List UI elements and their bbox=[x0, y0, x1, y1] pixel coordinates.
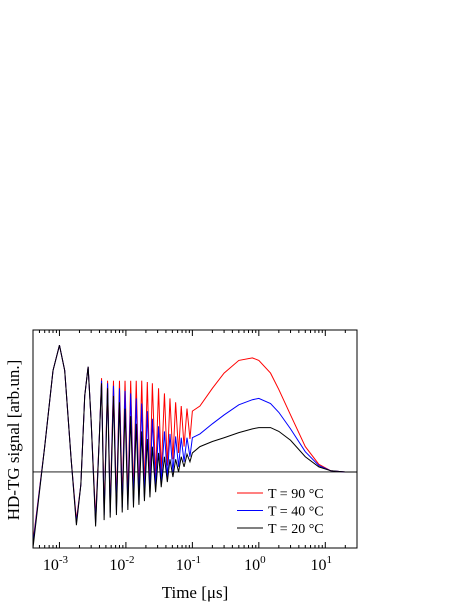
series-line bbox=[33, 345, 357, 548]
legend-label: T = 20 °C bbox=[268, 522, 324, 537]
x-tick-exponent: 0 bbox=[260, 554, 266, 566]
x-tick-exponent: 1 bbox=[327, 554, 333, 566]
x-tick-label: 10-3 bbox=[43, 554, 69, 574]
x-tick-exponent: -2 bbox=[125, 554, 134, 566]
x-tick-base: 10 bbox=[244, 557, 260, 574]
x-tick-label: 100 bbox=[244, 554, 266, 574]
x-tick-base: 10 bbox=[311, 557, 327, 574]
x-tick-exponent: -1 bbox=[192, 554, 201, 566]
legend-label: T = 40 °C bbox=[268, 505, 324, 520]
x-tick-label: 10-2 bbox=[109, 554, 134, 574]
y-axis-label: HD-TG signal [arb.un.] bbox=[4, 360, 23, 521]
x-tick-base: 10 bbox=[43, 557, 59, 574]
x-tick-label: 10-1 bbox=[176, 554, 201, 574]
x-tick-base: 10 bbox=[109, 557, 125, 574]
plot-frame bbox=[32, 329, 358, 549]
x-axis-label: Time [μs] bbox=[162, 583, 229, 602]
x-tick-base: 10 bbox=[176, 557, 192, 574]
x-tick-label: 101 bbox=[311, 554, 333, 574]
legend-label: T = 90 °C bbox=[268, 487, 324, 502]
x-tick-exponent: -3 bbox=[59, 554, 69, 566]
